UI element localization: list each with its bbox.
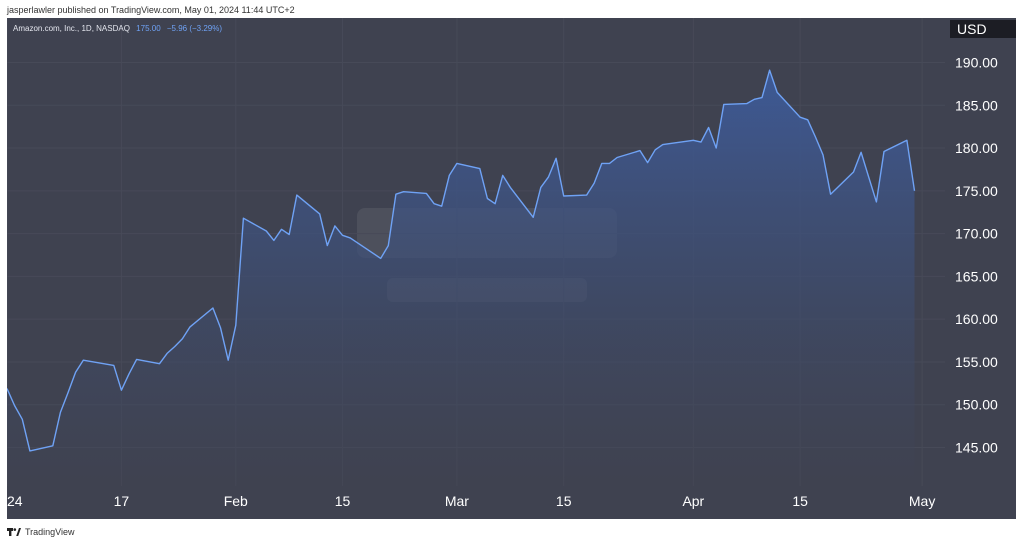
chart-pane[interactable]: Amazon.com, Inc., 1D, NASDAQ 175.00 −5.9…: [7, 18, 1016, 519]
y-tick-label: 180.00: [955, 140, 998, 156]
x-tick-label: Mar: [445, 493, 469, 509]
y-tick-label: 150.00: [955, 397, 998, 413]
y-tick-label: 160.00: [955, 311, 998, 327]
y-tick-label: 190.00: [955, 54, 998, 70]
tradingview-logo-icon: [7, 528, 21, 536]
price-line: [7, 69, 916, 452]
price-axis[interactable]: 145.00 150.00 155.00 160.00 165.00 170.00 175.…: [955, 54, 998, 455]
y-tick-label: 145.00: [955, 439, 998, 455]
area-fill-layer: [7, 70, 915, 486]
y-tick-label: 155.00: [955, 354, 998, 370]
area-fill: [7, 70, 915, 486]
publisher-line: jasperlawler published on TradingView.co…: [7, 5, 295, 15]
y-tick-label: 165.00: [955, 268, 998, 284]
x-tick-label: 15: [556, 493, 572, 509]
price-change: −5.96 (−3.29%): [166, 24, 223, 33]
x-tick-label: 15: [792, 493, 808, 509]
price-chart[interactable]: 145.00 150.00 155.00 160.00 165.00 170.00 175.…: [7, 18, 1016, 519]
y-tick-label: 170.00: [955, 226, 998, 242]
symbol-name: Amazon.com, Inc., 1D, NASDAQ: [13, 24, 130, 33]
x-tick-label: Apr: [682, 493, 704, 509]
time-axis[interactable]: 2024 17 Feb 15 Mar 15 Apr 15 May: [7, 493, 935, 509]
x-tick-label: Feb: [224, 493, 248, 509]
price-line-layer: [7, 69, 916, 452]
x-tick-label: 2024: [7, 493, 23, 509]
y-tick-label: 175.00: [955, 183, 998, 199]
x-tick-label: 15: [335, 493, 351, 509]
last-price: 175.00: [136, 24, 161, 33]
x-tick-label: 17: [114, 493, 130, 509]
footer: TradingView: [7, 524, 207, 540]
symbol-legend: Amazon.com, Inc., 1D, NASDAQ 175.00 −5.9…: [13, 24, 222, 33]
x-tick-label: May: [909, 493, 935, 509]
currency-label[interactable]: USD: [950, 20, 1016, 38]
y-tick-label: 185.00: [955, 97, 998, 113]
tradingview-brand: TradingView: [25, 527, 75, 537]
